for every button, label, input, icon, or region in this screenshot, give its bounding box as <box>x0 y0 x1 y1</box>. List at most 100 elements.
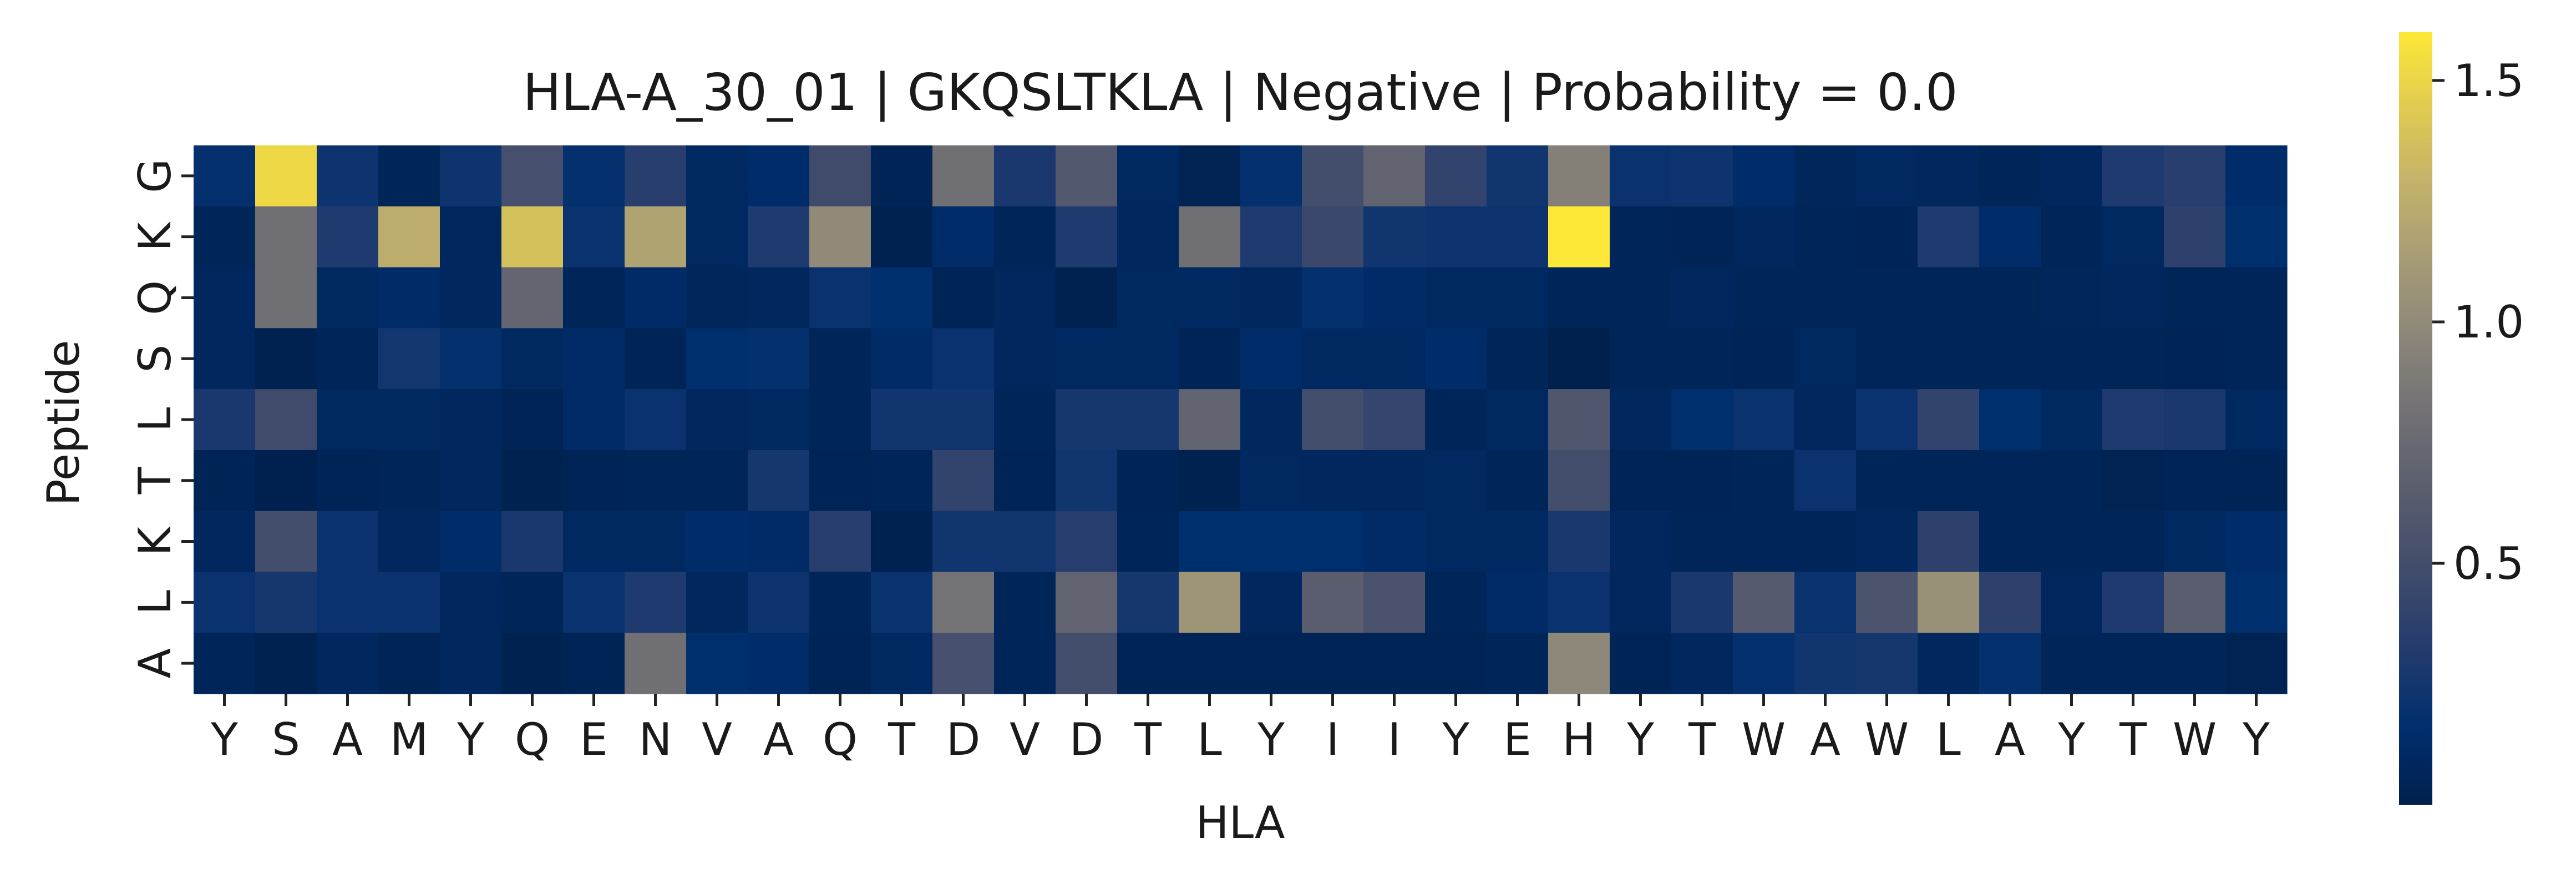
x-tick-label: A <box>1810 714 1840 765</box>
heatmap-cell <box>1056 328 1118 390</box>
heatmap-cell <box>1610 633 1672 694</box>
x-tick-label: Y <box>1442 714 1470 765</box>
heatmap-cell <box>1856 389 1918 451</box>
heatmap-cell <box>994 206 1056 268</box>
heatmap-cell <box>1856 633 1918 694</box>
heatmap-cell <box>501 389 564 451</box>
x-tick-label: Y <box>2242 714 2270 765</box>
heatmap-cell <box>2225 328 2288 390</box>
x-tick-label: Y <box>1257 714 1285 765</box>
heatmap-cell <box>748 511 810 573</box>
heatmap-cell <box>440 633 502 694</box>
heatmap-cell <box>1056 267 1118 329</box>
heatmap-cell <box>1487 633 1549 694</box>
heatmap-cell <box>1548 633 1610 694</box>
heatmap-cell <box>809 572 871 633</box>
heatmap-cell <box>1179 511 1241 573</box>
heatmap-cell <box>932 206 995 268</box>
heatmap-cell <box>2041 450 2103 512</box>
heatmap-cell <box>1363 450 1426 512</box>
heatmap-cell <box>2164 450 2226 512</box>
heatmap-cell <box>1363 206 1426 268</box>
heatmap-cell <box>1425 328 1487 390</box>
heatmap-cell <box>1610 328 1672 390</box>
heatmap-cell <box>1425 145 1487 207</box>
heatmap-cell <box>317 267 379 329</box>
heatmap-cell <box>440 206 502 268</box>
x-tick-label: A <box>763 714 794 765</box>
heatmap-cell <box>994 389 1056 451</box>
x-tick-label: W <box>1742 714 1786 765</box>
heatmap-cell <box>1179 145 1241 207</box>
heatmap-cell <box>194 267 256 329</box>
heatmap-cell <box>563 389 625 451</box>
y-axis-label: Peptide <box>38 340 89 506</box>
y-axis-ticks: GKQSLTKLA <box>129 159 194 678</box>
heatmap-cell <box>1056 511 1118 573</box>
heatmap-cell <box>2164 572 2226 633</box>
heatmap-cell <box>994 145 1056 207</box>
heatmap-cell <box>932 633 995 694</box>
heatmap-cell <box>1610 511 1672 573</box>
heatmap-cell <box>1548 450 1610 512</box>
heatmap-cell <box>1671 145 1733 207</box>
heatmap-cell <box>871 572 933 633</box>
heatmap-cell <box>1671 572 1733 633</box>
heatmap-cell <box>2164 633 2226 694</box>
heatmap-cell <box>1056 145 1118 207</box>
heatmap-cell <box>2041 328 2103 390</box>
y-tick-label: T <box>129 466 181 495</box>
heatmap-cell <box>625 389 687 451</box>
heatmap-cell <box>1794 389 1857 451</box>
heatmap-cell <box>1856 206 1918 268</box>
heatmap-cell <box>2225 511 2288 573</box>
heatmap-cell <box>1548 511 1610 573</box>
heatmap-cell <box>748 572 810 633</box>
heatmap-cell <box>1487 267 1549 329</box>
heatmap-cell <box>1671 267 1733 329</box>
x-tick-label: A <box>1995 714 2025 765</box>
heatmap-cell <box>2041 267 2103 329</box>
heatmap-cell <box>1856 572 1918 633</box>
x-tick-label: M <box>390 714 428 765</box>
heatmap-cell <box>1302 328 1364 390</box>
heatmap-cell <box>317 328 379 390</box>
heatmap-cell <box>317 389 379 451</box>
heatmap-cell <box>1487 511 1549 573</box>
heatmap-cell <box>1363 328 1426 390</box>
heatmap-cell <box>1363 145 1426 207</box>
heatmap-cell <box>440 145 502 207</box>
x-tick-label: Y <box>2057 714 2086 765</box>
heatmap-cell <box>1671 328 1733 390</box>
heatmap-cell <box>1856 267 1918 329</box>
heatmap-cell <box>1240 572 1302 633</box>
x-tick-label: V <box>1010 714 1040 765</box>
heatmap-cell <box>317 206 379 268</box>
y-tick-label: A <box>129 648 181 678</box>
heatmap-cell <box>317 511 379 573</box>
heatmap-cell <box>932 572 995 633</box>
heatmap-cell <box>932 511 995 573</box>
heatmap-cell <box>1918 450 1980 512</box>
heatmap-cell <box>994 328 1056 390</box>
y-tick-label: S <box>129 345 181 373</box>
heatmap-cell <box>1117 511 1179 573</box>
heatmap-cell <box>871 389 933 451</box>
heatmap-cell <box>2102 572 2164 633</box>
heatmap-cell <box>2102 145 2164 207</box>
heatmap-cell <box>1856 511 1918 573</box>
heatmap-cell <box>1363 511 1426 573</box>
heatmap-cell <box>1302 145 1364 207</box>
heatmap-cell <box>1056 206 1118 268</box>
x-tick-label: H <box>1562 714 1595 765</box>
heatmap-cell <box>378 206 440 268</box>
heatmap-cell <box>1179 389 1241 451</box>
heatmap-cell <box>1856 145 1918 207</box>
heatmap-cell <box>194 206 256 268</box>
heatmap-cell <box>809 206 871 268</box>
heatmap-cells <box>194 145 2288 694</box>
heatmap-cell <box>1610 145 1672 207</box>
heatmap-cell <box>2041 206 2103 268</box>
heatmap-cell <box>255 206 317 268</box>
chart-title: HLA-A_30_01 | GKQSLTKLA | Negative | Pro… <box>523 63 1958 122</box>
